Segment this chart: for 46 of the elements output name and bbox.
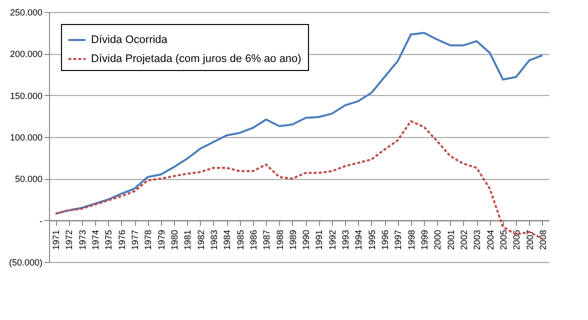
x-tick-label: 1981 [182, 230, 193, 250]
y-tick-label: 50.000 [14, 174, 42, 184]
x-tick-label: 1974 [90, 230, 101, 250]
y-tick-label: 250.000 [10, 8, 42, 18]
x-tick-label: 2003 [472, 230, 482, 250]
x-tick-label: 1999 [420, 230, 430, 250]
legend-label: Dívida Projetada (com juros de 6% ao ano) [91, 53, 302, 65]
x-tick-label: 1977 [130, 230, 140, 250]
y-tick-label: 100.000 [10, 132, 42, 142]
x-tick-label: 1978 [143, 230, 154, 250]
x-tick-label: 2002 [458, 230, 469, 250]
x-tick-label: 1975 [104, 230, 114, 250]
x-tick-label: 1994 [354, 230, 364, 250]
x-tick-label: 1972 [64, 230, 74, 250]
x-tick-label: 1997 [393, 230, 404, 250]
x-tick-label: 1980 [170, 230, 180, 250]
x-tick-label: 1982 [196, 230, 206, 250]
x-tick-label: 1998 [406, 230, 416, 250]
x-tick-label: 1993 [340, 230, 351, 250]
x-tick-label: 2005 [498, 230, 508, 250]
x-tick-label: 1995 [366, 230, 377, 250]
y-tick-label: - [40, 216, 42, 226]
y-tick-label: (50.000) [8, 258, 42, 268]
x-tick-label: 2007 [524, 230, 535, 250]
x-tick-label: 1988 [274, 230, 285, 250]
x-tick-label: 1987 [262, 230, 272, 250]
x-tick-label: 1991 [314, 230, 324, 250]
x-tick-label: 1971 [51, 230, 62, 250]
legend-label: Dívida Ocorrida [91, 34, 168, 46]
x-tick-label: 1976 [116, 230, 127, 250]
x-tick-label: 1979 [156, 230, 166, 250]
x-tick-label: 1989 [288, 230, 298, 250]
x-tick-label: 1984 [222, 230, 232, 250]
x-tick-label: 2008 [538, 230, 548, 250]
x-tick-label: 1996 [380, 230, 390, 250]
x-tick-label: 1986 [248, 230, 258, 250]
y-tick-label: 150.000 [10, 90, 42, 101]
x-tick-label: 1985 [235, 230, 246, 250]
x-tick-label: 1973 [77, 230, 88, 250]
x-tick-label: 1990 [301, 230, 312, 250]
y-tick-label: 200.000 [10, 49, 42, 60]
x-tick-label: 1983 [208, 230, 219, 250]
x-tick-label: 2000 [432, 230, 443, 250]
x-tick-label: 2004 [485, 230, 496, 250]
x-tick-label: 2001 [446, 230, 456, 250]
x-tick-label: 1992 [327, 230, 338, 250]
